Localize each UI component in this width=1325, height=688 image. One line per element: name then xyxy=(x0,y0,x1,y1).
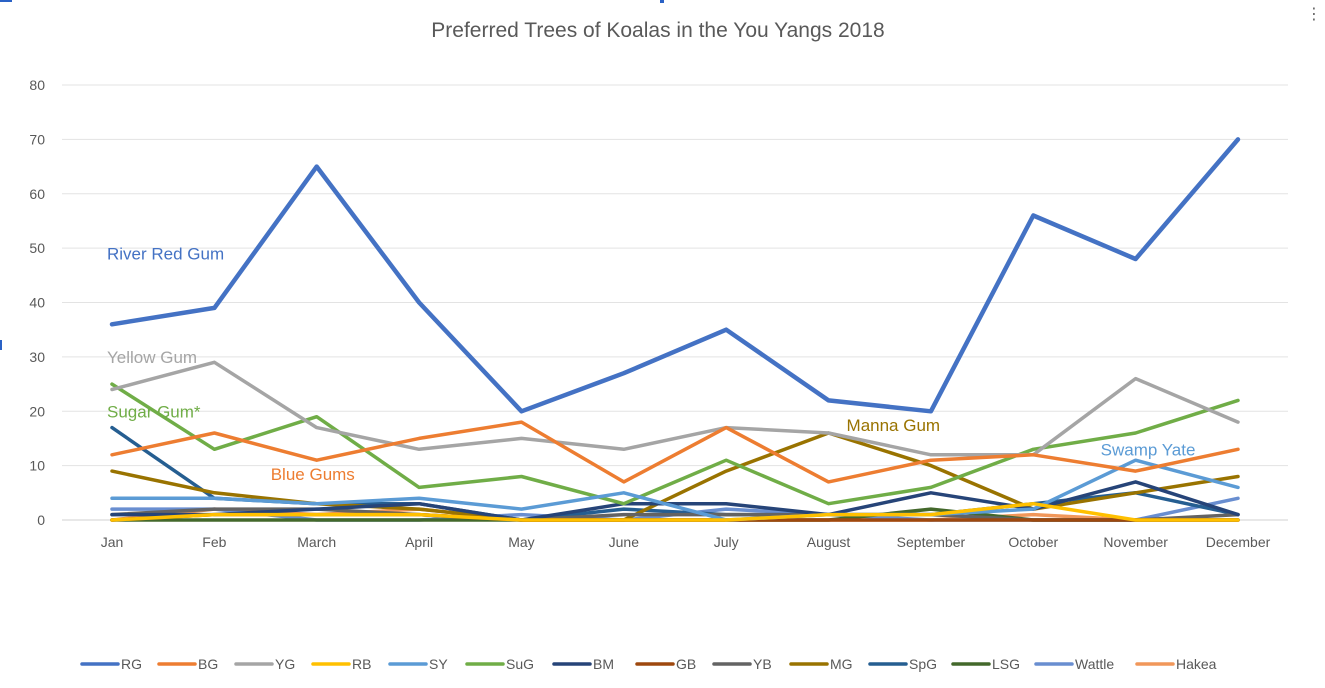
legend-item-sy[interactable]: SY xyxy=(388,656,448,672)
annotation-yg: Yellow Gum xyxy=(107,348,197,367)
x-tick-label: December xyxy=(1206,534,1271,550)
legend-label: GB xyxy=(676,656,696,672)
annotation-sy: Swamp Yate xyxy=(1101,440,1196,459)
legend-item-lsg[interactable]: LSG xyxy=(951,656,1020,672)
legend-label: BG xyxy=(198,656,218,672)
legend-item-rg[interactable]: RG xyxy=(80,656,142,672)
y-tick-label: 10 xyxy=(29,458,45,474)
x-axis-ticks: Jan Feb March April May June July August Septemb… xyxy=(101,534,1271,550)
edge-artifact-mark xyxy=(0,340,2,350)
legend-label: RG xyxy=(121,656,142,672)
annotation-mg: Manna Gum xyxy=(847,416,941,435)
legend-item-bg[interactable]: BG xyxy=(157,656,218,672)
x-tick-label: May xyxy=(508,534,534,550)
annotation-sug: Sugar Gum* xyxy=(107,402,201,421)
y-tick-label: 80 xyxy=(29,77,45,93)
edge-artifact-mark xyxy=(660,0,664,3)
legend-item-rb[interactable]: RB xyxy=(311,656,371,672)
x-tick-label: Jan xyxy=(101,534,124,550)
legend-item-spg[interactable]: SpG xyxy=(868,656,937,672)
annotation-rg: River Red Gum xyxy=(107,245,224,264)
more-vertical-icon[interactable]: ⋮ xyxy=(1306,6,1322,23)
x-tick-label: October xyxy=(1008,534,1058,550)
legend-label: YB xyxy=(753,656,772,672)
legend-label: YG xyxy=(275,656,295,672)
legend-item-hakea[interactable]: Hakea xyxy=(1135,656,1217,672)
legend-label: SY xyxy=(429,656,448,672)
y-tick-label: 50 xyxy=(29,240,45,256)
legend-label: BM xyxy=(593,656,614,672)
series-line-rg xyxy=(109,137,1241,414)
y-tick-label: 30 xyxy=(29,349,45,365)
y-axis-ticks: 0 10 20 30 40 50 60 70 80 xyxy=(29,77,45,528)
series-lines xyxy=(109,137,1241,522)
annotation-bg: Blue Gums xyxy=(271,465,355,484)
legend-item-wattle[interactable]: Wattle xyxy=(1034,656,1114,672)
legend-item-gb[interactable]: GB xyxy=(635,656,696,672)
y-tick-label: 60 xyxy=(29,186,45,202)
x-tick-label: November xyxy=(1103,534,1168,550)
legend-label: RB xyxy=(352,656,371,672)
legend-item-yb[interactable]: YB xyxy=(712,656,772,672)
series-line-yg xyxy=(110,360,1240,457)
legend-label: SuG xyxy=(506,656,534,672)
legend: RG BG YG RB SY SuG BM GB YB MG SpG LSG Wattle Hakea xyxy=(80,656,1217,672)
series-line-bg xyxy=(110,420,1240,484)
x-tick-label: August xyxy=(807,534,851,550)
x-tick-label: June xyxy=(609,534,640,550)
legend-label: Wattle xyxy=(1075,656,1114,672)
series-line-sy xyxy=(110,458,1240,522)
legend-label: LSG xyxy=(992,656,1020,672)
x-tick-label: April xyxy=(405,534,433,550)
chart-title: Preferred Trees of Koalas in the You Yan… xyxy=(431,19,884,42)
legend-label: MG xyxy=(830,656,853,672)
legend-item-yg[interactable]: YG xyxy=(234,656,295,672)
x-tick-label: September xyxy=(897,534,966,550)
series-line-rb xyxy=(110,501,1240,522)
legend-label: SpG xyxy=(909,656,937,672)
series-line-bm xyxy=(110,480,1240,522)
series-annotations: River Red Gum Yellow Gum Sugar Gum* Blue Gu… xyxy=(107,245,1195,484)
x-tick-label: March xyxy=(297,534,336,550)
series-line-sug xyxy=(110,382,1240,506)
y-tick-label: 70 xyxy=(29,131,45,147)
y-tick-label: 20 xyxy=(29,403,45,419)
x-tick-label: July xyxy=(714,534,739,550)
y-tick-label: 0 xyxy=(37,512,45,528)
y-tick-label: 40 xyxy=(29,295,45,311)
legend-item-bm[interactable]: BM xyxy=(552,656,614,672)
legend-item-mg[interactable]: MG xyxy=(789,656,853,672)
x-tick-label: Feb xyxy=(202,534,226,550)
legend-label: Hakea xyxy=(1176,656,1217,672)
edge-artifact-mark xyxy=(0,0,12,2)
legend-item-sug[interactable]: SuG xyxy=(465,656,534,672)
